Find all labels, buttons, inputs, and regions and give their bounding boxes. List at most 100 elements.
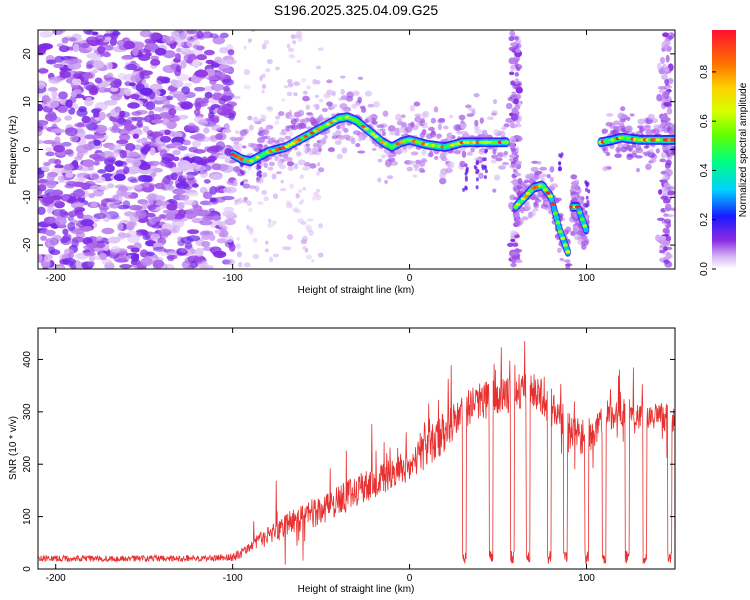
streak-cell bbox=[484, 169, 488, 174]
noise-cell bbox=[279, 188, 287, 192]
noise-band-cell bbox=[508, 57, 517, 65]
ridge-halo-cell bbox=[312, 103, 320, 108]
noise-cell bbox=[182, 174, 195, 179]
noise-cell bbox=[305, 224, 312, 230]
noise-cell bbox=[80, 219, 95, 227]
noise-band-cell bbox=[658, 189, 663, 195]
noise-cell bbox=[174, 38, 185, 48]
ridge-halo-cell bbox=[357, 150, 366, 154]
noise-band-cell bbox=[514, 36, 519, 41]
ridge-halo-cell bbox=[413, 164, 420, 169]
ridge-halo-cell bbox=[459, 160, 466, 168]
noise-cell bbox=[48, 217, 56, 224]
ridge-halo-cell bbox=[302, 166, 310, 171]
noise-band-cell bbox=[512, 168, 518, 173]
ridge-halo-cell bbox=[387, 125, 396, 132]
noise-cell bbox=[72, 189, 86, 198]
ridge-halo-cell bbox=[265, 124, 274, 130]
ridge-halo-cell bbox=[332, 103, 338, 108]
y-tick-label: 20 bbox=[22, 48, 33, 60]
ridge-halo-cell bbox=[274, 156, 279, 162]
ridge-halo-cell bbox=[620, 146, 628, 153]
noise-cell bbox=[165, 174, 174, 180]
noise-band-cell bbox=[664, 85, 673, 89]
ridge-halo-cell bbox=[492, 188, 497, 193]
ridge-halo-cell bbox=[642, 151, 651, 155]
ridge-halo-cell bbox=[670, 151, 675, 156]
ridge-halo-cell bbox=[308, 149, 315, 156]
x-tick-label: 100 bbox=[578, 573, 595, 584]
ridge-halo-cell bbox=[537, 174, 544, 179]
ridge-halo-cell bbox=[421, 158, 427, 162]
ridge-halo-cell bbox=[430, 117, 437, 124]
noise-cell bbox=[176, 73, 190, 82]
streak-cell bbox=[462, 187, 466, 192]
noise-cell bbox=[39, 229, 53, 234]
noise-cell bbox=[177, 201, 185, 210]
noise-band-cell bbox=[511, 91, 517, 95]
noise-band-cell bbox=[514, 72, 520, 77]
ridge-halo-cell bbox=[268, 161, 275, 167]
ridge-halo-cell bbox=[635, 155, 643, 159]
ridge-cell-core bbox=[233, 154, 239, 158]
noise-cell bbox=[149, 147, 156, 156]
ridge-halo-cell bbox=[386, 175, 394, 180]
noise-cell bbox=[64, 127, 78, 136]
noise-cell bbox=[172, 93, 186, 99]
ridge-halo-cell bbox=[534, 198, 542, 203]
noise-cell bbox=[76, 172, 91, 179]
noise-cell bbox=[126, 166, 141, 175]
x-tick-label: 0 bbox=[407, 573, 413, 584]
noise-band-cell bbox=[512, 242, 519, 247]
ridge-cell-core bbox=[262, 152, 267, 156]
noise-cell bbox=[182, 139, 191, 146]
ridge-halo-cell bbox=[629, 153, 638, 158]
ridge-halo-cell bbox=[340, 88, 345, 95]
ridge-halo-cell bbox=[521, 216, 529, 221]
noise-cell bbox=[210, 62, 220, 68]
noise-cell bbox=[284, 246, 292, 251]
streak-cell bbox=[475, 185, 479, 190]
noise-cell bbox=[300, 78, 307, 83]
ridge-halo-cell bbox=[625, 125, 632, 130]
chart-title: S196.2025.325.04.09.G25 bbox=[274, 2, 438, 18]
noise-cell bbox=[93, 189, 104, 197]
ridge-halo-cell bbox=[299, 123, 307, 129]
noise-cell bbox=[143, 181, 151, 188]
noise-cell bbox=[131, 253, 140, 262]
noise-cell bbox=[286, 234, 294, 240]
snr-x-axis-label: Height of straight line (km) bbox=[298, 584, 415, 595]
noise-cell bbox=[162, 263, 175, 269]
snr-y-ticks: 0 100 200 300 400 bbox=[22, 351, 675, 572]
streak-cell bbox=[258, 165, 262, 170]
noise-cell bbox=[171, 219, 185, 228]
noise-cell bbox=[263, 196, 269, 202]
noise-cell bbox=[142, 125, 150, 133]
noise-cell bbox=[142, 233, 150, 241]
noise-cell bbox=[124, 122, 135, 132]
noise-band-cell bbox=[510, 124, 518, 129]
noise-cell bbox=[170, 166, 183, 173]
noise-cell bbox=[38, 187, 43, 196]
noise-cell bbox=[148, 32, 162, 41]
noise-cell bbox=[61, 141, 72, 147]
ridge-halo-cell bbox=[493, 174, 501, 181]
noise-cell bbox=[109, 202, 120, 209]
noise-cell bbox=[156, 200, 170, 206]
noise-cell bbox=[199, 209, 212, 216]
ridge-halo-cell bbox=[390, 160, 399, 166]
y-tick-label: 0 bbox=[22, 146, 33, 152]
noise-band-cell bbox=[512, 107, 518, 115]
noise-cell bbox=[48, 158, 58, 164]
noise-cell bbox=[64, 115, 73, 121]
noise-cell bbox=[136, 120, 143, 128]
noise-cell bbox=[158, 228, 172, 237]
noise-cell bbox=[246, 200, 252, 207]
ridge-halo-cell bbox=[351, 103, 358, 109]
noise-cell bbox=[318, 223, 323, 229]
noise-cell bbox=[172, 156, 180, 162]
noise-cell bbox=[96, 235, 103, 242]
colorbar-tick-label: 0.2 bbox=[699, 212, 710, 226]
colorbar-tick-label: 0.4 bbox=[699, 163, 710, 177]
ridge-cell-core bbox=[543, 188, 548, 192]
